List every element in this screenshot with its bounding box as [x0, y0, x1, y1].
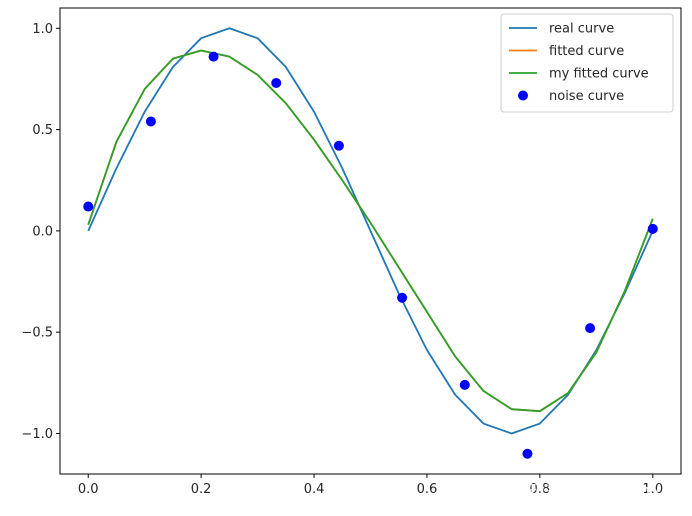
data-point-noise-curve [397, 292, 408, 303]
data-point-noise-curve [208, 51, 219, 62]
x-tick-label: 0.4 [304, 482, 325, 497]
legend-label: fitted curve [549, 44, 624, 59]
data-point-noise-curve [271, 77, 282, 88]
watermark: 知乎 @绫风flow [527, 481, 660, 502]
axis-ticks: 0.0 0.2 0.4 0.6 0.8 1.0 −1.0 −0.5 0.0 0.5 1.0 [21, 22, 663, 497]
y-tick-label: 1.0 [32, 22, 53, 37]
data-point-noise-curve [522, 448, 533, 459]
y-tick-label: −0.5 [21, 326, 53, 341]
data-point-noise-curve [145, 116, 156, 127]
x-tick-label: 0.6 [417, 482, 438, 497]
y-tick-label: −1.0 [21, 427, 53, 442]
data-point-noise-curve [647, 223, 658, 234]
data-point-noise-curve [459, 379, 470, 390]
data-point-noise-curve [585, 323, 596, 334]
legend-box [500, 13, 674, 113]
x-tick-label: 0.2 [191, 482, 212, 497]
x-tick-label: 1.0 [642, 482, 663, 497]
series-line-real-curve [87, 27, 654, 435]
y-tick-label: 0.0 [32, 224, 53, 239]
y-tick-label: 0.5 [32, 123, 53, 138]
data-point-noise-curve [333, 140, 344, 151]
legend-label: noise curve [549, 89, 624, 104]
series-layer [83, 27, 658, 459]
series-line-my-fitted-curve [87, 49, 654, 413]
legend-label: my fitted curve [549, 67, 649, 82]
x-tick-label: 0.0 [78, 482, 99, 497]
data-point-noise-curve [83, 201, 94, 212]
legend: real curve fitted curve my fitted curve noi… [500, 13, 674, 113]
legend-swatch [518, 90, 528, 101]
legend-label: real curve [549, 22, 614, 37]
x-tick-label: 0.8 [530, 482, 551, 497]
